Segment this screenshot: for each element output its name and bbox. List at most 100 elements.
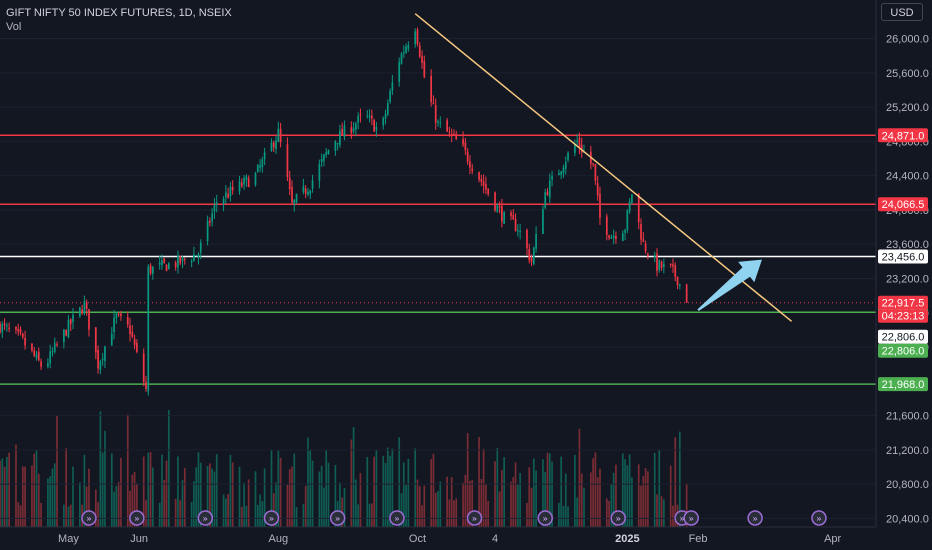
volume-bar	[580, 473, 583, 527]
volume-bar	[33, 453, 36, 527]
event-markers: »»»»»»»»»»»»»	[81, 510, 827, 526]
candle-body	[615, 235, 617, 239]
candle-body	[685, 284, 688, 303]
candle-body	[350, 127, 353, 134]
candle-body	[343, 125, 346, 137]
level-label-bg	[878, 377, 928, 392]
volume-bar	[546, 452, 549, 527]
volume-bar	[514, 462, 517, 527]
candle-body	[126, 316, 129, 325]
volume-bar	[240, 506, 243, 527]
candle-body	[576, 140, 579, 143]
candle-body	[327, 150, 330, 155]
volume-bar	[589, 472, 592, 527]
candle-body	[640, 223, 642, 240]
volume-bar	[391, 448, 394, 527]
candle-body	[288, 177, 291, 190]
x-tick-label: 4	[492, 533, 498, 545]
volume-bar	[104, 430, 106, 527]
candle-body	[418, 45, 421, 57]
volume-bar	[510, 481, 512, 527]
volume-bar	[238, 466, 241, 527]
volume-bar	[72, 466, 74, 527]
candle-body	[94, 327, 97, 353]
candle-body	[307, 191, 309, 195]
candle-body	[320, 159, 323, 162]
volume-bar	[414, 448, 417, 527]
volume-bar	[195, 467, 198, 527]
candle-body	[647, 253, 649, 256]
candle-body	[311, 180, 314, 189]
candle-body	[21, 333, 24, 337]
event-marker-icon	[811, 510, 827, 526]
event-marker-glyph: »	[472, 515, 478, 525]
candle-body	[339, 130, 341, 146]
volume-bar	[63, 504, 65, 527]
candle-body	[357, 116, 360, 123]
candle-body	[24, 337, 26, 346]
candles	[0, 27, 688, 396]
volume-bar	[40, 502, 42, 527]
support-price-label-bg	[878, 343, 928, 358]
y-tick-label: 20,800.0	[886, 479, 929, 491]
candle-body	[503, 212, 506, 224]
candle-body	[414, 31, 417, 45]
volume-bar	[647, 471, 649, 527]
volume-bar	[167, 409, 170, 527]
volume-bar	[464, 474, 467, 527]
volume-bar	[421, 505, 423, 527]
candle-body	[402, 52, 405, 54]
x-tick-label: May	[58, 533, 79, 545]
candle-body	[494, 192, 496, 211]
candle-body	[382, 118, 385, 126]
volume-bar	[350, 439, 353, 527]
volume-bar	[136, 483, 138, 527]
candle-body	[544, 192, 547, 208]
candle-body	[67, 319, 70, 338]
candle-body	[567, 152, 569, 161]
volume-bar	[115, 485, 118, 527]
candle-body	[142, 353, 145, 383]
candle-body	[432, 103, 435, 105]
candle-body	[51, 351, 54, 353]
volume-bar	[637, 464, 640, 527]
candle-body	[227, 193, 229, 198]
volume-bar	[516, 484, 519, 527]
volume-bar	[110, 453, 113, 527]
event-marker-icon	[81, 510, 97, 526]
candle-body	[535, 233, 537, 249]
volume-bar	[526, 502, 528, 527]
candle-body	[224, 192, 227, 198]
candle-body	[49, 351, 52, 364]
candle-body	[453, 133, 455, 135]
volume-bar	[99, 411, 102, 527]
volume-bar	[672, 505, 674, 527]
volume-bar	[174, 499, 177, 527]
candle-body	[81, 309, 83, 314]
candle-body	[254, 173, 257, 185]
candle-body	[277, 128, 280, 142]
volume-bar	[496, 448, 499, 527]
candle-body	[464, 142, 467, 151]
candle-body	[161, 260, 163, 266]
volume-bar	[147, 452, 150, 527]
volume-bar	[462, 482, 464, 527]
candle-body	[455, 134, 458, 140]
volume-bar	[455, 498, 458, 527]
candle-body	[624, 230, 626, 233]
candle-body	[462, 138, 464, 145]
candle-body	[658, 260, 661, 270]
volume-bar	[402, 462, 405, 527]
volume-bar	[323, 487, 325, 527]
volume-bar	[19, 505, 22, 527]
candle-body	[642, 239, 645, 242]
volume-bar	[576, 497, 579, 527]
event-marker-glyph: »	[752, 515, 758, 525]
volume-bar	[482, 448, 485, 527]
event-marker-glyph: »	[816, 515, 822, 525]
currency-button[interactable]: USD	[881, 3, 923, 21]
volume-bars	[0, 409, 688, 527]
volume-bar	[21, 466, 24, 527]
